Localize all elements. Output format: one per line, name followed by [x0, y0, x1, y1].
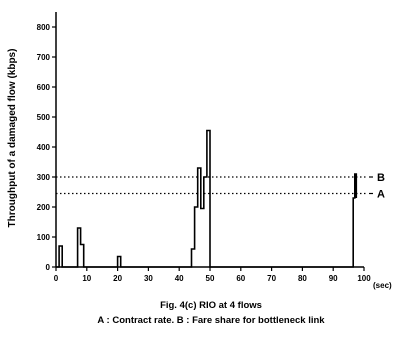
y-tick-label-100: 100	[37, 233, 51, 242]
x-tick-label-80: 80	[298, 274, 307, 283]
y-tick-label-0: 0	[46, 263, 51, 272]
x-tick-label-20: 20	[113, 274, 122, 283]
x-tick-label-70: 70	[267, 274, 276, 283]
x-tick-label-40: 40	[175, 274, 184, 283]
y-tick-label-700: 700	[37, 53, 51, 62]
series-line-0	[56, 129, 358, 268]
reference-label-a: A	[377, 189, 385, 201]
reference-label-b: B	[377, 172, 385, 184]
x-tick-label-10: 10	[82, 274, 91, 283]
y-tick-label-200: 200	[37, 203, 51, 212]
y-tick-label-600: 600	[37, 83, 51, 92]
x-tick-label-50: 50	[206, 274, 215, 283]
x-tick-label-90: 90	[329, 274, 338, 283]
figure-title: Fig. 4(c) RIO at 4 flows	[160, 300, 262, 311]
y-tick-label-300: 300	[37, 173, 51, 182]
figure-caption: A : Contract rate. B : Fare share for bo…	[97, 315, 325, 326]
x-tick-label-60: 60	[236, 274, 245, 283]
x-axis-unit: (sec)	[373, 281, 392, 290]
y-axis-title: Throughput of a damaged flow (kbps)	[7, 49, 18, 228]
x-tick-label-0: 0	[54, 274, 59, 283]
x-tick-label-30: 30	[144, 274, 153, 283]
y-tick-label-800: 800	[37, 23, 51, 32]
plot-area: 0 100 200 300 400 500 600 700 800 0 10 20 30 40 50 60 70…	[37, 12, 385, 283]
x-tick-label-100: 100	[357, 274, 371, 283]
y-tick-label-500: 500	[37, 113, 51, 122]
y-tick-label-400: 400	[37, 143, 51, 152]
